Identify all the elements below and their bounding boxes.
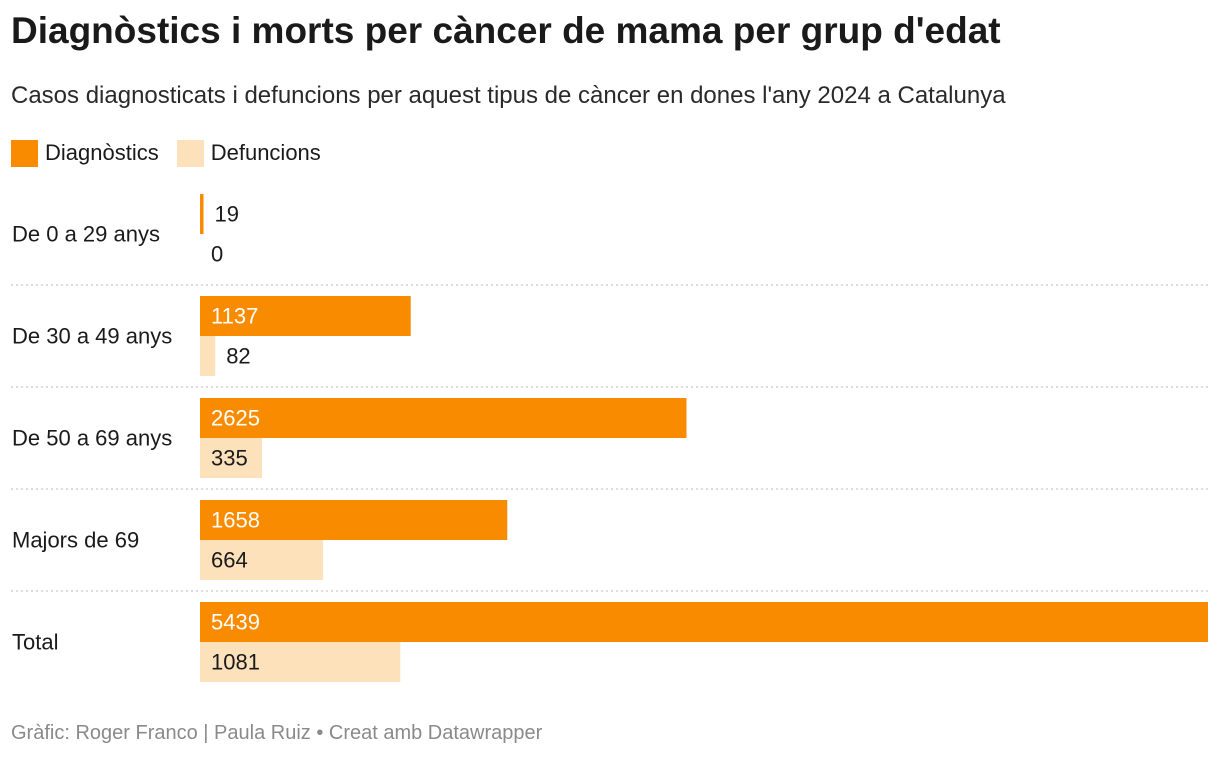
category-label-de-50-a-69-anys: De 50 a 69 anys	[12, 426, 172, 451]
legend-label-deaths: Defuncions	[210, 140, 321, 165]
category-label-majors-de-69: Majors de 69	[12, 528, 139, 553]
value-label-diagnostics-majors-de-69: 1658	[211, 508, 260, 533]
bar-deaths-de-30-a-49-anys	[200, 336, 216, 376]
legend-label-diagnostics: Diagnòstics	[45, 140, 159, 165]
legend-swatch-deaths	[176, 139, 204, 167]
value-label-deaths-majors-de-69: 664	[211, 548, 248, 573]
value-label-deaths-de-50-a-69-anys: 335	[211, 446, 248, 471]
value-label-deaths-de-30-a-49-anys: 82	[226, 344, 250, 369]
legend: Diagnòstics Defuncions	[11, 138, 339, 168]
bar-diagnostics-de-0-a-29-anys	[200, 194, 204, 234]
legend-item-diagnostics: Diagnòstics	[11, 139, 159, 167]
category-label-total: Total	[12, 630, 58, 655]
value-label-diagnostics-de-0-a-29-anys: 19	[215, 202, 239, 227]
bar-deaths-majors-de-69	[200, 540, 324, 580]
value-label-diagnostics-total: 5439	[211, 610, 260, 635]
value-label-deaths-total: 1081	[211, 650, 260, 675]
chart-subtitle: Casos diagnosticats i defuncions per aqu…	[11, 82, 1006, 109]
bar-diagnostics-de-50-a-69-anys	[200, 398, 687, 438]
category-label-de-30-a-49-anys: De 30 a 49 anys	[12, 324, 172, 349]
chart-footer: Gràfic: Roger Franco | Paula Ruiz • Crea…	[11, 722, 543, 744]
bar-deaths-total	[200, 642, 401, 682]
legend-swatch-diagnostics	[11, 139, 38, 167]
bar-deaths-de-50-a-69-anys	[200, 438, 263, 478]
value-label-deaths-de-0-a-29-anys: 0	[211, 242, 223, 267]
chart-title: Diagnòstics i morts per càncer de mama p…	[11, 10, 1001, 51]
value-label-diagnostics-de-30-a-49-anys: 1137	[211, 304, 258, 329]
bar-diagnostics-de-30-a-49-anys	[200, 296, 411, 336]
bar-diagnostics-total	[200, 602, 1208, 642]
category-label-de-0-a-29-anys: De 0 a 29 anys	[12, 222, 160, 247]
value-label-diagnostics-de-50-a-69-anys: 2625	[211, 406, 260, 431]
bar-diagnostics-majors-de-69	[200, 500, 508, 540]
legend-item-deaths: Defuncions	[176, 139, 321, 167]
